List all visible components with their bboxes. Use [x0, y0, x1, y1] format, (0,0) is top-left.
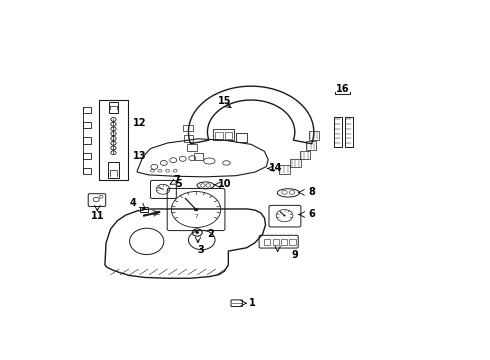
Text: 2: 2 [207, 229, 214, 239]
Text: 13: 13 [133, 151, 147, 161]
Bar [183, 125, 193, 131]
Bar [83, 122, 91, 128]
Text: 7: 7 [195, 214, 198, 219]
Bar [184, 135, 193, 141]
Bar [108, 162, 119, 177]
Circle shape [194, 208, 198, 211]
Text: 3: 3 [197, 245, 204, 255]
Bar [290, 239, 295, 245]
Text: 10: 10 [218, 179, 231, 189]
Text: 7: 7 [173, 175, 180, 185]
Bar [291, 159, 301, 167]
Bar [140, 207, 148, 212]
Bar [309, 131, 319, 140]
Text: 14: 14 [269, 163, 283, 174]
Bar [213, 129, 234, 140]
Circle shape [283, 215, 286, 216]
Circle shape [196, 231, 199, 234]
Bar [83, 138, 91, 144]
Text: 8: 8 [308, 186, 316, 197]
Text: 16: 16 [336, 84, 349, 94]
Text: 11: 11 [91, 211, 104, 221]
Bar [194, 153, 203, 160]
Bar [215, 132, 222, 139]
Bar [83, 168, 91, 174]
Bar [224, 132, 232, 139]
Bar [279, 165, 290, 174]
Bar [306, 141, 317, 150]
Text: 9: 9 [292, 250, 298, 260]
Bar [108, 102, 119, 112]
Text: 4: 4 [129, 198, 136, 208]
Bar [99, 100, 128, 180]
Bar [281, 239, 287, 245]
Bar [187, 144, 197, 151]
Text: 6: 6 [309, 209, 315, 219]
Text: 1: 1 [248, 298, 255, 308]
Bar [334, 117, 342, 147]
Bar [83, 107, 91, 113]
Text: 5: 5 [175, 179, 182, 189]
Text: 15: 15 [218, 96, 231, 105]
Bar [265, 239, 270, 245]
Bar [236, 133, 247, 141]
Bar [345, 117, 353, 147]
Bar [83, 153, 91, 159]
Text: 12: 12 [133, 117, 147, 127]
Bar [273, 239, 279, 245]
Bar [299, 150, 310, 159]
